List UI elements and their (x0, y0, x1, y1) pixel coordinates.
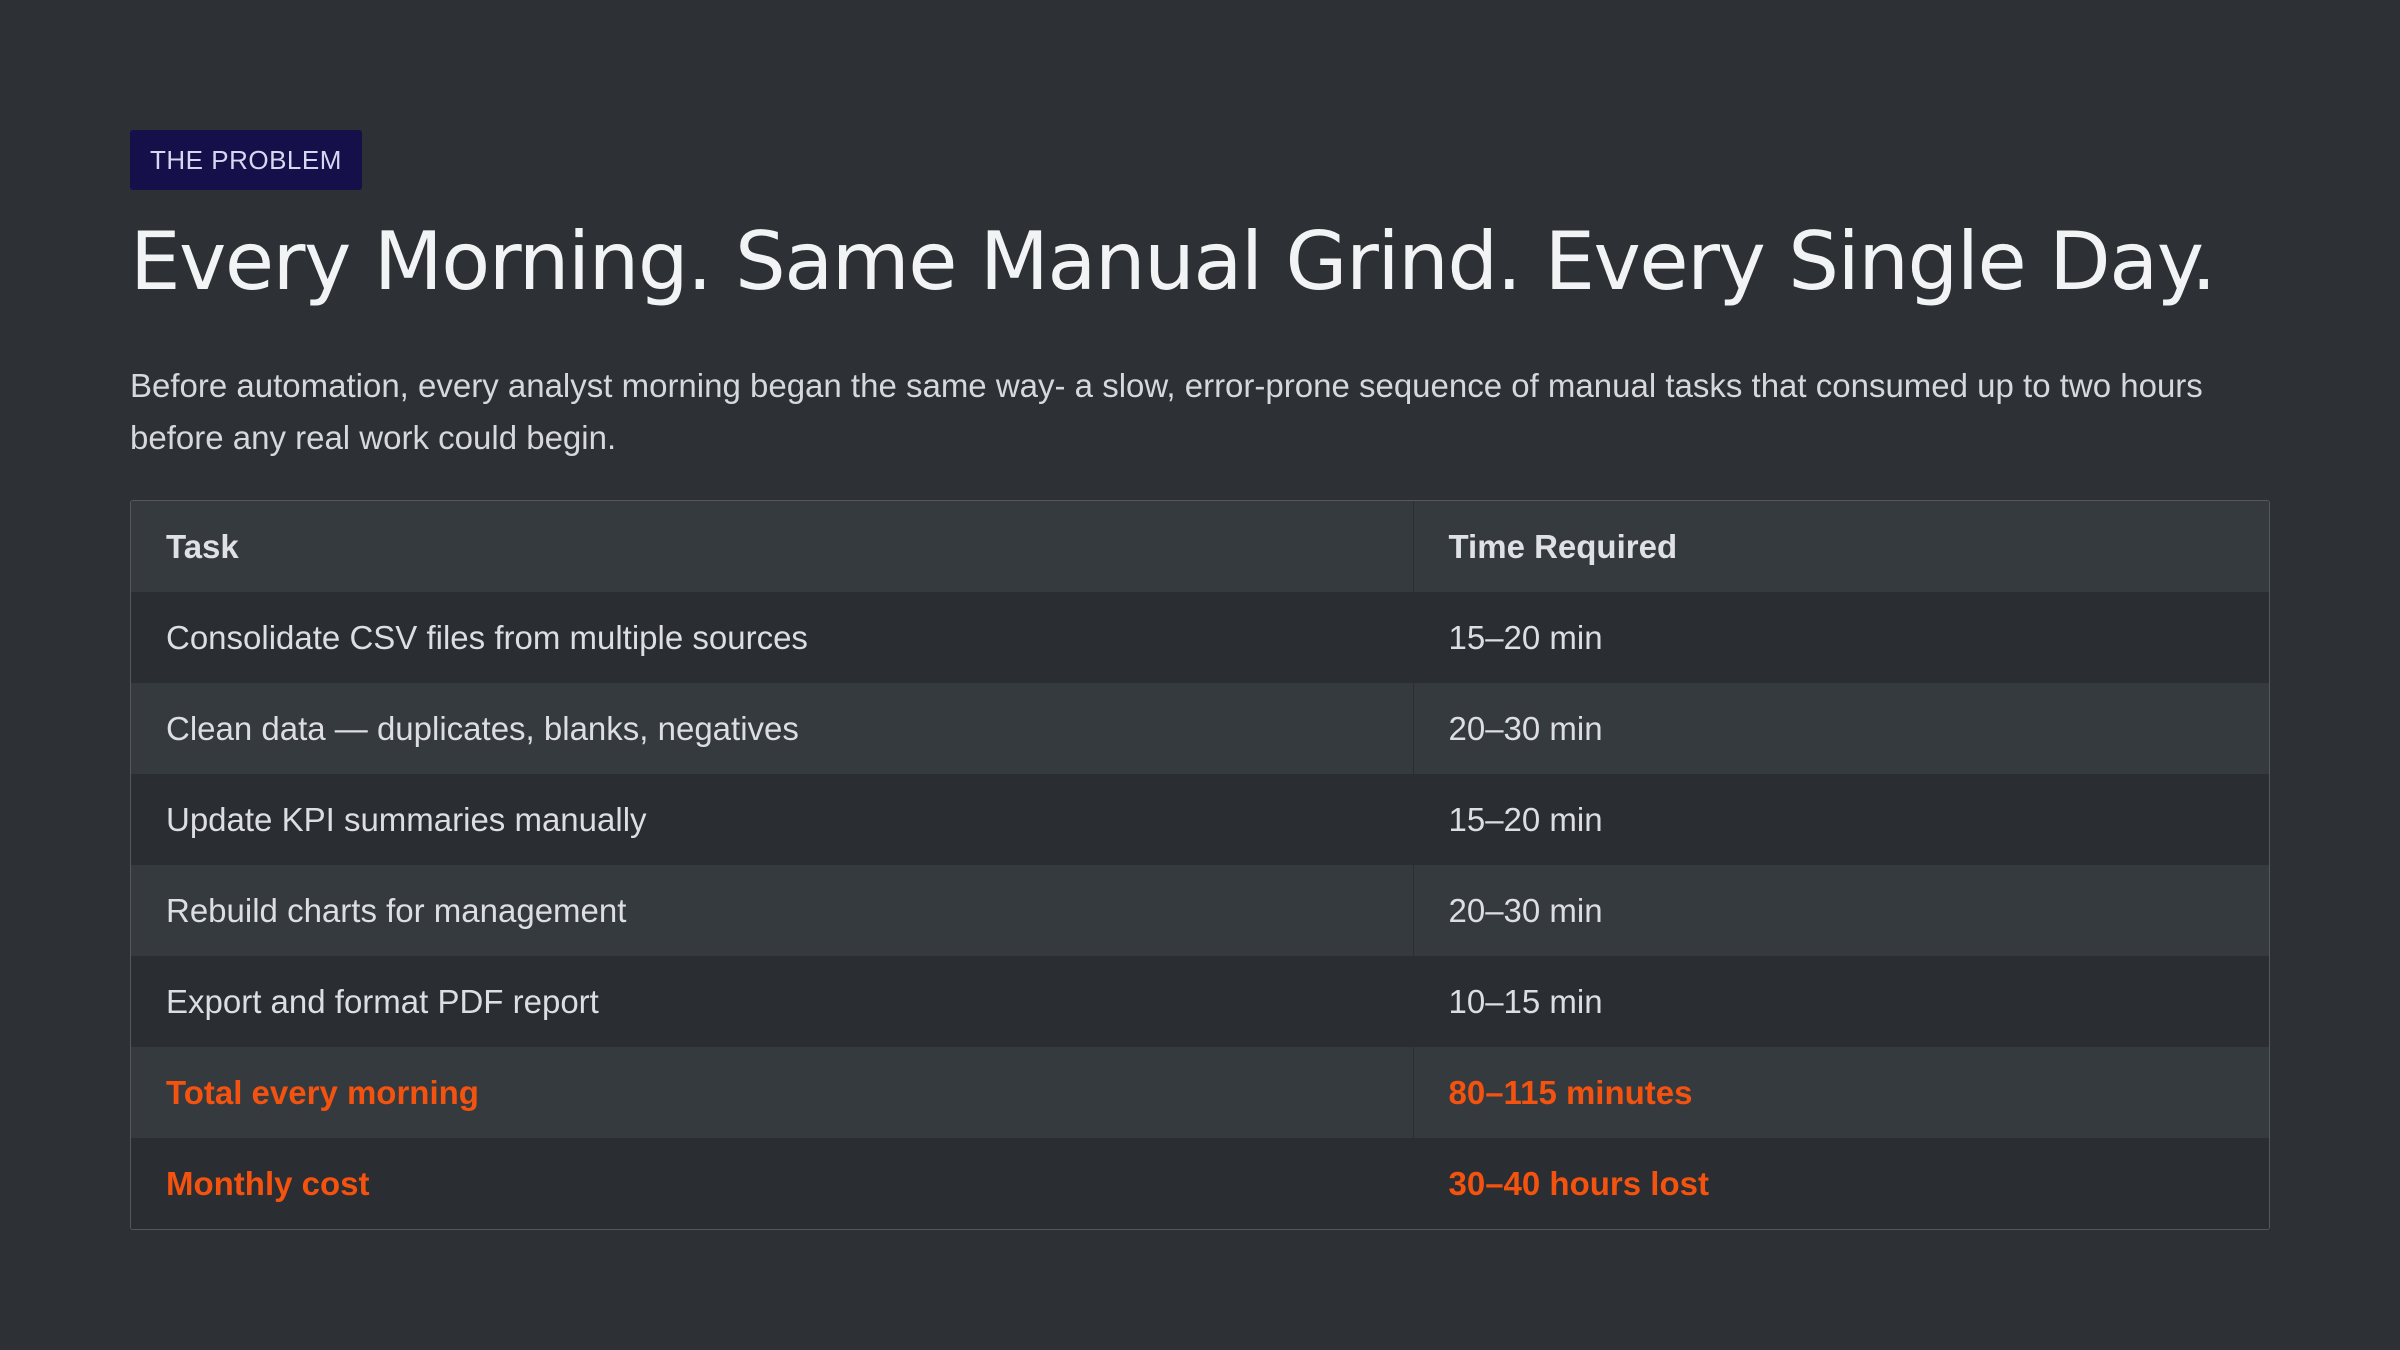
time-cell: 15–20 min (1412, 592, 2269, 683)
intro-paragraph: Before automation, every analyst morning… (130, 367, 2203, 456)
header-time-required: Time Required (1412, 501, 2269, 592)
table-row: Clean data — duplicates, blanks, negativ… (131, 683, 2269, 774)
table-header-row: Task Time Required (131, 501, 2269, 592)
monthly-cost-value: 30–40 hours lost (1412, 1138, 2269, 1229)
total-value: 80–115 minutes (1412, 1047, 2269, 1138)
table-row: Export and format PDF report 10–15 min (131, 956, 2269, 1047)
monthly-cost-row: Monthly cost 30–40 hours lost (131, 1138, 2269, 1229)
total-row: Total every morning 80–115 minutes (131, 1047, 2269, 1138)
task-cell: Consolidate CSV files from multiple sour… (131, 592, 1413, 683)
time-cell: 10–15 min (1412, 956, 2269, 1047)
table-row: Update KPI summaries manually 15–20 min (131, 774, 2269, 865)
time-cell: 20–30 min (1412, 865, 2269, 956)
table-row: Rebuild charts for management 20–30 min (131, 865, 2269, 956)
task-cell: Rebuild charts for management (131, 865, 1413, 956)
task-cell: Update KPI summaries manually (131, 774, 1413, 865)
time-cell: 15–20 min (1412, 774, 2269, 865)
table-row: Consolidate CSV files from multiple sour… (131, 592, 2269, 683)
section-tag: THE PROBLEM (130, 130, 362, 190)
total-label: Total every morning (131, 1047, 1413, 1138)
task-cell: Export and format PDF report (131, 956, 1413, 1047)
task-table: Task Time Required Consolidate CSV files… (131, 501, 2269, 1229)
slide: THE PROBLEM Every Morning. Same Manual G… (130, 130, 2270, 1230)
page-title: Every Morning. Same Manual Grind. Every … (130, 215, 2217, 308)
time-cell: 20–30 min (1412, 683, 2269, 774)
header-task: Task (131, 501, 1413, 592)
monthly-cost-label: Monthly cost (131, 1138, 1413, 1229)
task-cell: Clean data — duplicates, blanks, negativ… (131, 683, 1413, 774)
task-table-container: Task Time Required Consolidate CSV files… (130, 500, 2270, 1230)
